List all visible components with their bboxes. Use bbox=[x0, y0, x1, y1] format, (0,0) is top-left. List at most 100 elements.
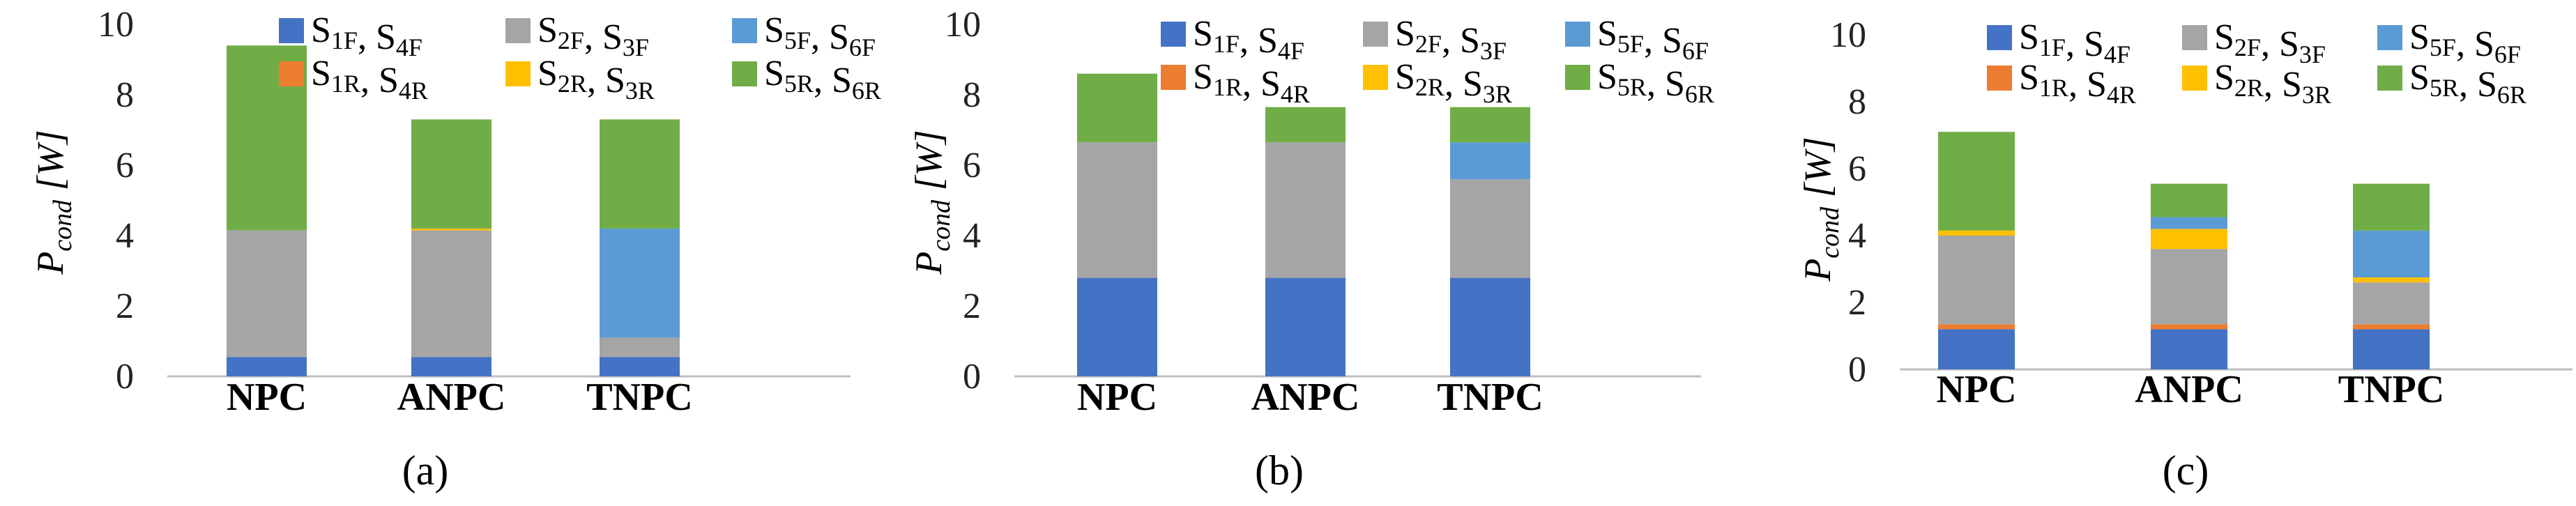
legend-entry: S5F, S6F bbox=[2409, 17, 2521, 68]
legend-swatch bbox=[505, 61, 531, 86]
bar-segment-tnpc-0 bbox=[1450, 277, 1530, 376]
legend-entry: S5R, S6R bbox=[2409, 58, 2527, 109]
bar-segment-anpc-4 bbox=[2151, 217, 2227, 229]
bar-segment-anpc-5 bbox=[411, 119, 491, 229]
y-axis-label: Pcond [W] bbox=[29, 130, 77, 275]
x-tick-label: TNPC bbox=[2338, 368, 2444, 411]
bar-segment-npc-1 bbox=[1938, 324, 2015, 330]
bar-segment-tnpc-2 bbox=[1450, 179, 1530, 278]
legend-swatch bbox=[1987, 66, 2012, 91]
legend-entry: S2R, S3R bbox=[2214, 58, 2331, 109]
bar-segment-npc-0 bbox=[1938, 329, 2015, 369]
legend-swatch bbox=[1161, 65, 1186, 90]
legend-swatch bbox=[279, 18, 304, 43]
y-tick-label: 6 bbox=[963, 146, 981, 185]
x-tick-label: TNPC bbox=[586, 376, 692, 419]
y-tick-label: 10 bbox=[945, 5, 981, 45]
bar-segment-anpc-0 bbox=[411, 357, 491, 376]
chart-panel-1: 0 2 4 6 8 10 NPC ANPC TNPC Pcond [W] S1F, S4FS1R, … bbox=[908, 5, 1714, 493]
legend-entry: S1F, S4F bbox=[1193, 14, 1304, 65]
y-tick-label: 10 bbox=[98, 5, 134, 45]
legend-entry: S2R, S3R bbox=[1395, 57, 1512, 108]
x-tick-label: NPC bbox=[1936, 368, 2016, 411]
legend-swatch bbox=[505, 18, 531, 43]
bar-segment-npc-0 bbox=[227, 357, 307, 376]
bar-segment-tnpc-4 bbox=[2353, 230, 2430, 277]
bar-segment-anpc-3 bbox=[2151, 229, 2227, 250]
bar-segment-anpc-1 bbox=[2151, 324, 2227, 330]
bar-segment-npc-2 bbox=[1077, 142, 1157, 278]
y-tick-label: 8 bbox=[963, 75, 981, 115]
y-tick-label: 2 bbox=[1848, 283, 1866, 323]
legend-swatch bbox=[2377, 25, 2402, 50]
y-tick-label: 10 bbox=[1830, 15, 1866, 55]
y-tick-label: 6 bbox=[116, 146, 134, 185]
legend-swatch bbox=[1363, 65, 1388, 90]
legend-entry: S5F, S6F bbox=[1597, 14, 1709, 65]
panel-caption: (b) bbox=[1255, 447, 1304, 493]
bar-segment-tnpc-2 bbox=[2353, 282, 2430, 325]
bar-segment-tnpc-5 bbox=[1450, 107, 1530, 143]
legend-entry: S2F, S3F bbox=[1395, 14, 1507, 65]
legend-swatch bbox=[1987, 25, 2012, 50]
bar-segment-anpc-0 bbox=[1265, 277, 1346, 376]
bar-segment-tnpc-3 bbox=[2353, 277, 2430, 283]
y-tick-label: 8 bbox=[1848, 82, 1866, 122]
bar-segment-anpc-3 bbox=[411, 228, 491, 231]
legend-swatch bbox=[2377, 66, 2402, 91]
x-tick-label: TNPC bbox=[1437, 376, 1543, 419]
legend-swatch bbox=[732, 61, 757, 86]
legend-swatch bbox=[2182, 66, 2207, 91]
x-tick-label: ANPC bbox=[2135, 368, 2243, 411]
legend-swatch bbox=[1565, 22, 1590, 47]
bar-segment-anpc-2 bbox=[1265, 142, 1346, 278]
y-tick-label: 2 bbox=[116, 286, 134, 326]
bar-segment-tnpc-1 bbox=[2353, 324, 2430, 330]
legend-entry: S5R, S6R bbox=[764, 54, 881, 105]
legend-entry: S1F, S4F bbox=[311, 10, 422, 61]
y-tick-label: 0 bbox=[116, 357, 134, 397]
panel-caption: (a) bbox=[402, 447, 449, 493]
y-tick-label: 8 bbox=[116, 75, 134, 115]
chart-panel-2: 0 2 4 6 8 10 NPC ANPC TNPC Pcond [W] S1F, S4FS1R, … bbox=[1797, 15, 2573, 493]
legend-entry: S1R, S4R bbox=[1193, 57, 1310, 108]
legend-entry: S1F, S4F bbox=[2019, 17, 2131, 68]
legend-entry: S5F, S6F bbox=[764, 10, 876, 61]
y-axis-label: Pcond [W] bbox=[1797, 137, 1845, 282]
bar-segment-npc-5 bbox=[1938, 132, 2015, 231]
y-tick-label: 6 bbox=[1848, 149, 1866, 189]
bar-segment-anpc-2 bbox=[411, 230, 491, 358]
bar-segment-anpc-2 bbox=[2151, 249, 2227, 325]
legend-entry: S1R, S4R bbox=[311, 54, 428, 105]
x-tick-label: NPC bbox=[1077, 376, 1157, 419]
legend-entry: S5R, S6R bbox=[1597, 57, 1714, 108]
y-tick-label: 2 bbox=[963, 286, 981, 326]
bar-segment-npc-2 bbox=[227, 230, 307, 358]
legend-swatch bbox=[2182, 25, 2207, 50]
bar-segment-npc-5 bbox=[1077, 73, 1157, 143]
panel-caption: (c) bbox=[2163, 447, 2209, 493]
bar-segment-tnpc-5 bbox=[600, 119, 680, 229]
legend-swatch bbox=[1363, 22, 1388, 47]
bar-segment-tnpc-2 bbox=[600, 337, 680, 358]
x-tick-label: ANPC bbox=[397, 376, 506, 419]
bar-segment-tnpc-5 bbox=[2353, 183, 2430, 231]
legend-entry: S2R, S3R bbox=[538, 54, 655, 105]
x-tick-label: NPC bbox=[227, 376, 307, 419]
y-axis-label: Pcond [W] bbox=[908, 130, 956, 275]
bar-segment-npc-2 bbox=[1938, 236, 2015, 325]
y-tick-label: 0 bbox=[963, 357, 981, 397]
legend-entry: S2F, S3F bbox=[538, 10, 649, 61]
bar-segment-tnpc-0 bbox=[600, 357, 680, 376]
y-tick-label: 4 bbox=[116, 216, 134, 256]
x-tick-label: ANPC bbox=[1251, 376, 1360, 419]
y-tick-label: 4 bbox=[1848, 216, 1866, 256]
bar-segment-npc-0 bbox=[1077, 277, 1157, 376]
bar-segment-tnpc-0 bbox=[2353, 329, 2430, 369]
legend-swatch bbox=[732, 18, 757, 43]
chart-panel-0: 0 2 4 6 8 10 NPC ANPC TNPC Pcond [W] S1F, S4FS1R, … bbox=[29, 5, 881, 493]
